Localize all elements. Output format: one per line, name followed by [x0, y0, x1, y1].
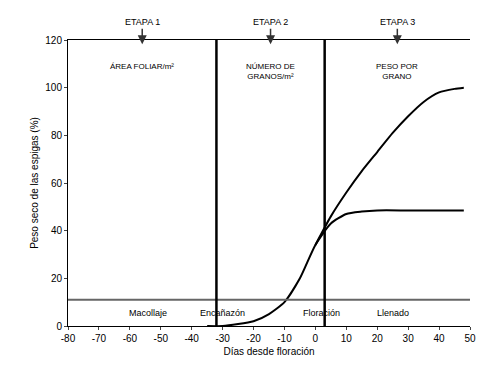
svg-text:Encañazón: Encañazón — [200, 308, 245, 318]
svg-text:100: 100 — [45, 82, 62, 93]
svg-text:0: 0 — [313, 333, 319, 344]
svg-text:-70: -70 — [92, 333, 107, 344]
svg-text:40: 40 — [51, 225, 63, 236]
svg-text:-60: -60 — [123, 333, 138, 344]
svg-text:ETAPA 2: ETAPA 2 — [253, 17, 288, 27]
svg-text:Floración: Floración — [303, 308, 340, 318]
svg-text:Llenado: Llenado — [377, 308, 409, 318]
svg-text:Macollaje: Macollaje — [129, 308, 167, 318]
svg-text:10: 10 — [341, 333, 353, 344]
svg-text:20: 20 — [372, 333, 384, 344]
svg-text:80: 80 — [51, 130, 63, 141]
svg-text:-30: -30 — [215, 333, 230, 344]
svg-text:Días desde floración: Días desde floración — [223, 346, 314, 357]
svg-text:ÁREA FOLIAR/m²: ÁREA FOLIAR/m² — [110, 62, 174, 71]
svg-text:-50: -50 — [154, 333, 169, 344]
svg-text:-20: -20 — [246, 333, 261, 344]
svg-text:NÚMERO DEGRANOS/m²: NÚMERO DEGRANOS/m² — [246, 62, 295, 81]
svg-text:-40: -40 — [184, 333, 199, 344]
svg-text:-10: -10 — [277, 333, 292, 344]
svg-text:ETAPA 3: ETAPA 3 — [380, 17, 415, 27]
svg-text:PESO PORGRANO: PESO PORGRANO — [376, 62, 418, 81]
svg-text:50: 50 — [464, 333, 476, 344]
svg-text:120: 120 — [45, 35, 62, 46]
svg-text:Peso seco de las espigas (%): Peso seco de las espigas (%) — [29, 117, 40, 249]
svg-text:0: 0 — [56, 321, 62, 332]
svg-text:ETAPA 1: ETAPA 1 — [125, 17, 160, 27]
svg-text:60: 60 — [51, 178, 63, 189]
svg-text:-80: -80 — [61, 333, 76, 344]
svg-text:40: 40 — [434, 333, 446, 344]
svg-text:30: 30 — [403, 333, 415, 344]
svg-text:20: 20 — [51, 273, 63, 284]
